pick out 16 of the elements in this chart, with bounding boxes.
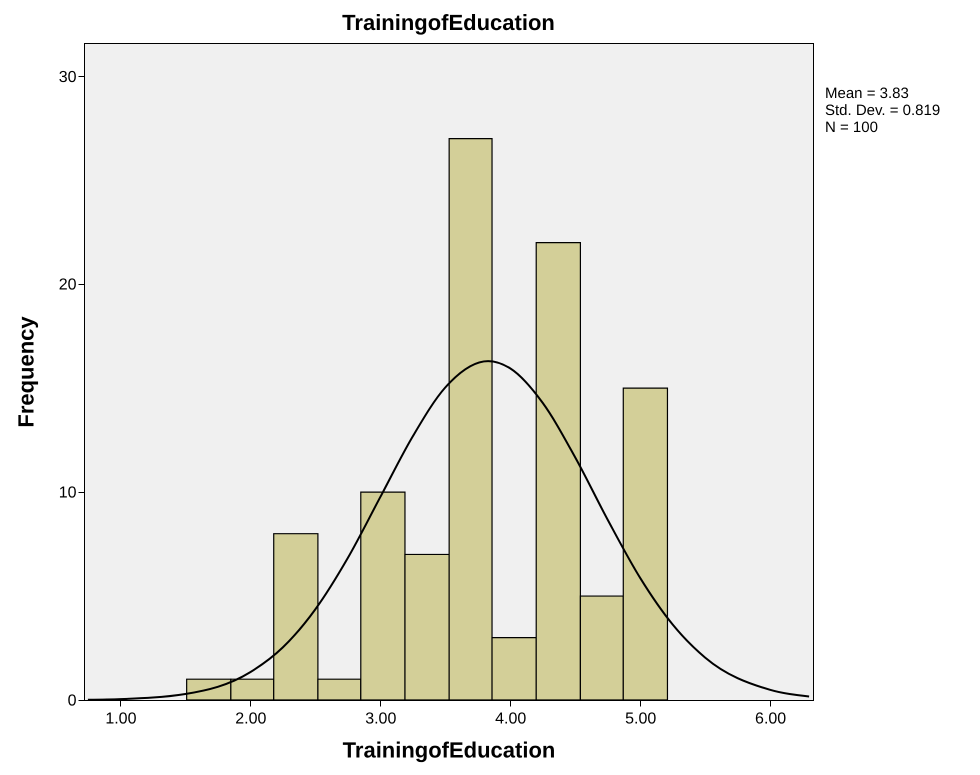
x-tick-label: 5.00 [625, 710, 656, 728]
x-tick-label: 2.00 [235, 710, 267, 728]
x-axis-title: TrainingofEducation [342, 738, 556, 762]
y-tick-label: 20 [58, 276, 77, 294]
chart-title: TrainingofEducation [342, 10, 555, 35]
x-tick-label: 6.00 [755, 710, 786, 728]
y-tick-label: 10 [58, 484, 77, 502]
text: Mean = 3.83 [825, 85, 909, 102]
y-axis-title: Frequency [14, 316, 39, 428]
y-tick-label: 0 [68, 692, 77, 710]
text: N = 100 [825, 119, 878, 136]
y-tick-label: 30 [58, 68, 77, 86]
x-tick-label: 3.00 [365, 710, 396, 728]
x-tick-label: 1.00 [105, 710, 137, 728]
x-tick-label: 4.00 [495, 710, 526, 728]
text: Std. Dev. = 0.819 [825, 102, 940, 119]
